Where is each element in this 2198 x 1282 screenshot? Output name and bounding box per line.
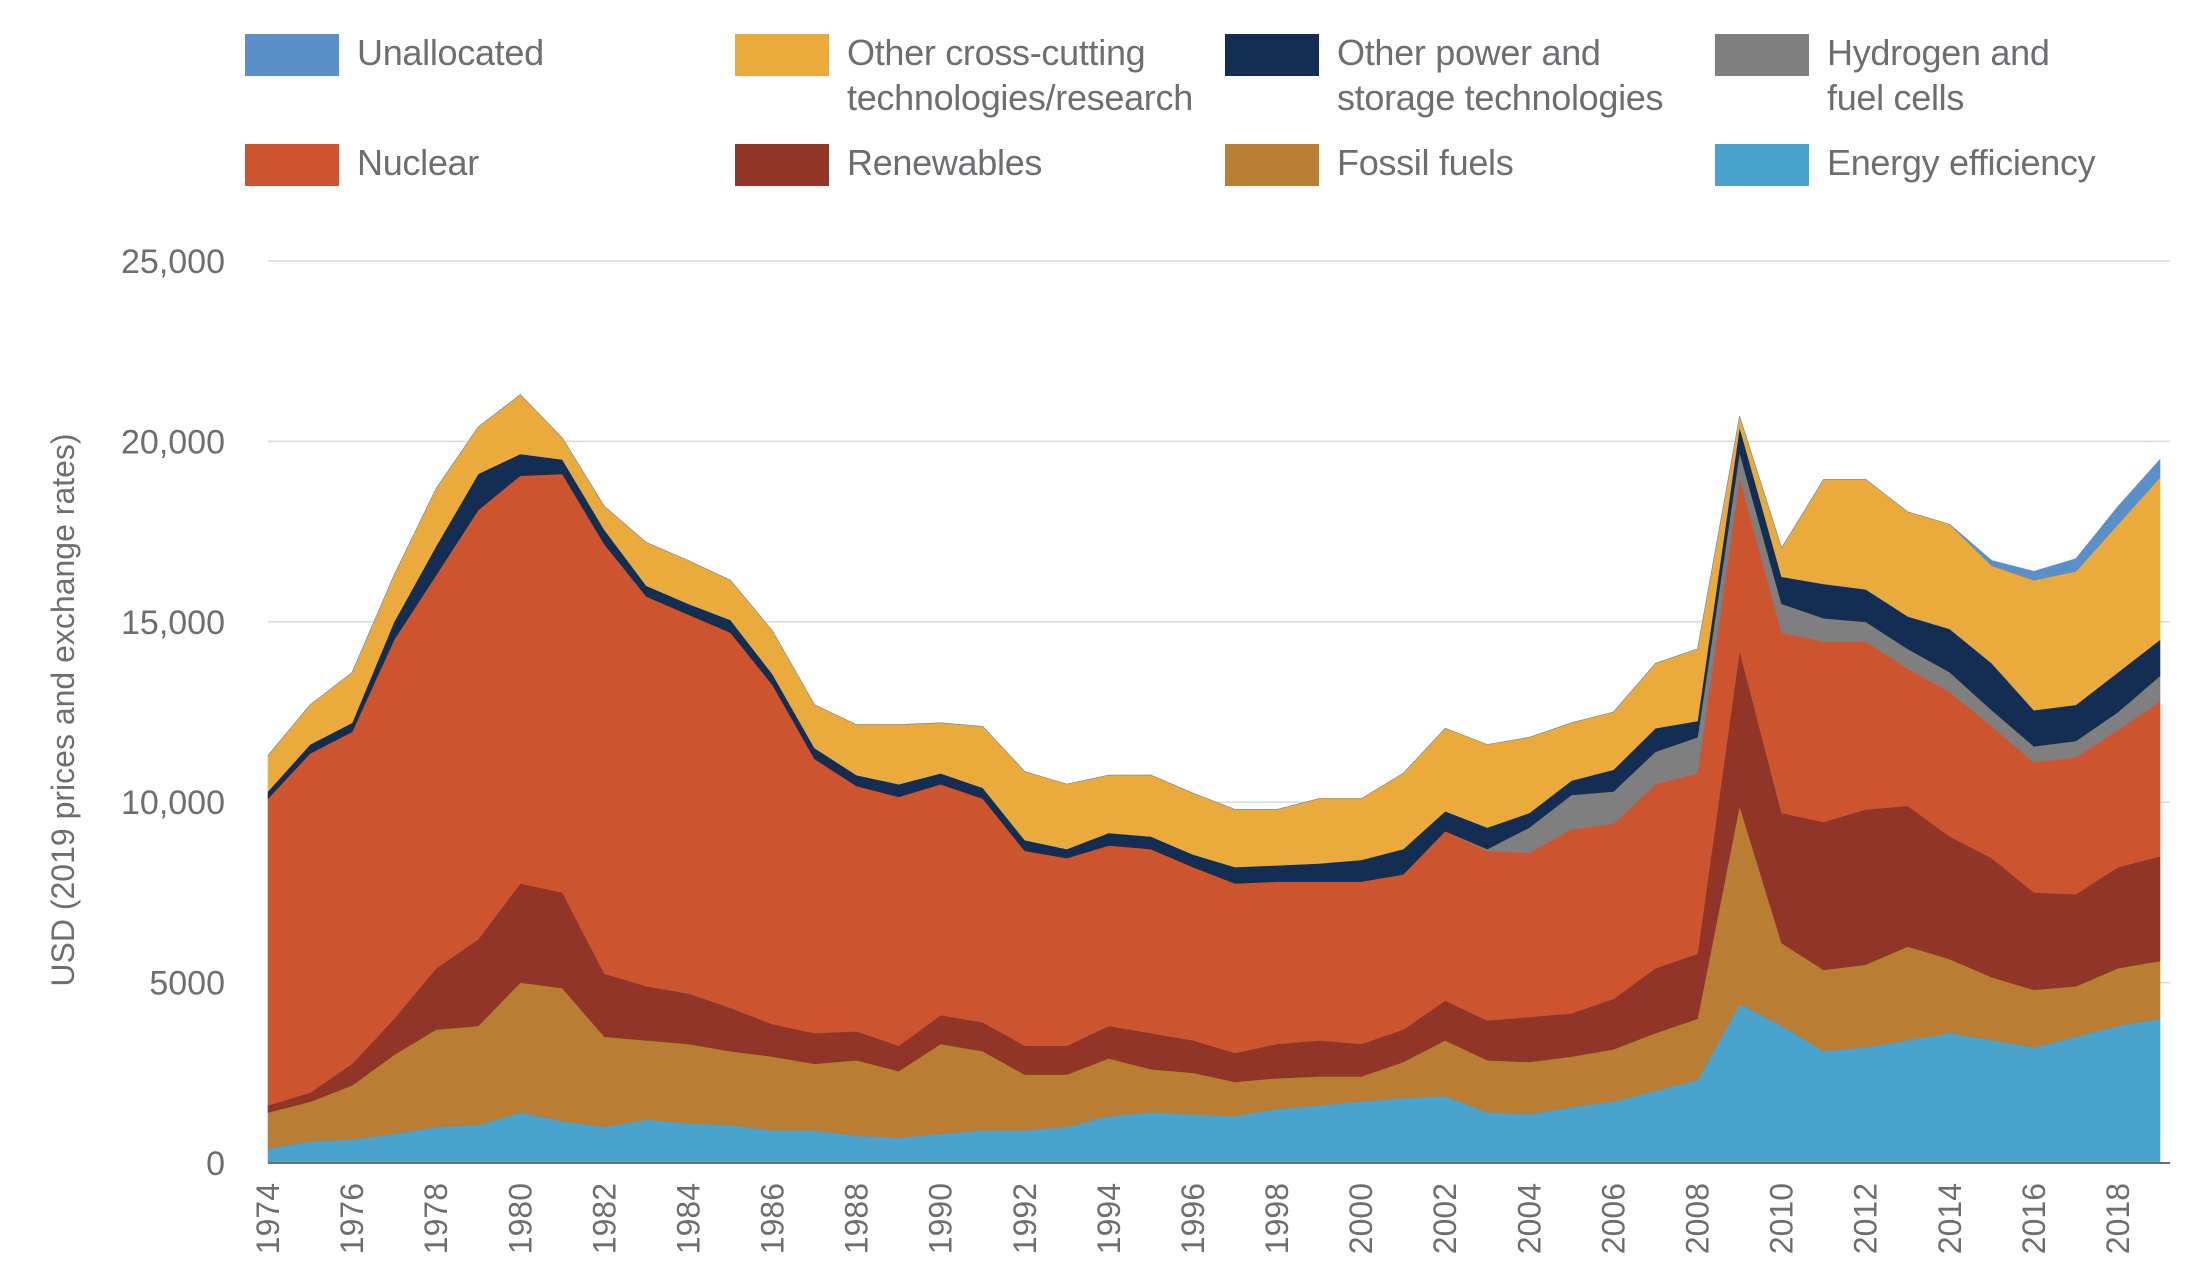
- legend-swatch: [1715, 144, 1809, 186]
- x-tick-label: 2010: [1764, 1183, 1800, 1254]
- area-series-group: [267, 394, 2161, 1164]
- x-tick-label: 2000: [1343, 1183, 1379, 1254]
- x-tick-label: 1980: [502, 1183, 538, 1254]
- legend-item-unallocated: Unallocated: [245, 30, 544, 76]
- legend-item-renewables: Renewables: [735, 140, 1042, 186]
- x-tick-label: 1976: [334, 1183, 370, 1254]
- legend-label: Unallocated: [357, 32, 544, 73]
- area-unallocated: [267, 394, 2161, 810]
- legend-label: Other cross-cutting technologies/research: [847, 32, 1193, 118]
- legend-label: Nuclear: [357, 142, 479, 183]
- x-tick-label: 2008: [1680, 1183, 1716, 1254]
- x-tick-label: 1992: [1007, 1183, 1043, 1254]
- legend-swatch: [245, 34, 339, 76]
- chart-legend: Unallocated Other cross-cutting technologi…: [245, 30, 2145, 200]
- y-tick-label: 10,000: [121, 784, 225, 822]
- x-tick-label: 2004: [1511, 1183, 1547, 1254]
- legend-label: Hydrogen and fuel cells: [1827, 32, 2050, 118]
- legend-item-other-cross-cutting-technologies-research: Other cross-cutting technologies/research: [735, 30, 1193, 120]
- legend-swatch: [1225, 144, 1319, 186]
- legend-swatch: [245, 144, 339, 186]
- legend-swatch: [735, 34, 829, 76]
- x-tick-label: 1990: [923, 1183, 959, 1254]
- x-tick-label: 2014: [1932, 1183, 1968, 1254]
- legend-item-nuclear: Nuclear: [245, 140, 479, 186]
- x-tick-label: 2012: [1848, 1183, 1884, 1254]
- x-tick-label: 2006: [1595, 1183, 1631, 1254]
- x-tick-label: 1978: [418, 1183, 454, 1254]
- legend-item-energy-efficiency: Energy efficiency: [1715, 140, 2096, 186]
- legend-item-other-power-and-storage-technologies: Other power and storage technologies: [1225, 30, 1664, 120]
- axes: 0 5000 10,000 15,000 20,000 25,000 1974 1976 197…: [121, 243, 2170, 1254]
- x-tick-label: 1994: [1091, 1183, 1127, 1254]
- legend-label: Energy efficiency: [1827, 142, 2096, 183]
- x-tick-label: 1974: [250, 1183, 286, 1254]
- legend-swatch: [735, 144, 829, 186]
- y-tick-label: 5000: [149, 965, 225, 1003]
- legend-swatch: [1715, 34, 1809, 76]
- y-tick-label: 20,000: [121, 423, 225, 461]
- legend-label: Renewables: [847, 142, 1043, 183]
- x-tick-label: 1982: [586, 1183, 622, 1254]
- x-tick-label: 2018: [2100, 1183, 2136, 1254]
- x-tick-label: 1986: [755, 1183, 791, 1254]
- x-tick-label: 1988: [839, 1183, 875, 1254]
- y-tick-label: 0: [206, 1145, 225, 1183]
- legend-label: Other power and storage technologies: [1337, 32, 1664, 118]
- y-tick-label: 15,000: [121, 604, 225, 642]
- legend-item-hydrogen-and-fuel-cells: Hydrogen and fuel cells: [1715, 30, 2050, 120]
- x-tick-label: 1996: [1175, 1183, 1211, 1254]
- x-tick-label: 2016: [2016, 1183, 2052, 1254]
- legend-label: Fossil fuels: [1337, 142, 1514, 183]
- y-tick-label: 25,000: [121, 243, 225, 281]
- y-axis-label: USD (2019 prices and exchange rates): [45, 433, 81, 986]
- legend-swatch: [1225, 34, 1319, 76]
- x-tick-label: 1984: [670, 1183, 706, 1254]
- x-tick-label: 2002: [1427, 1183, 1463, 1254]
- x-tick-label: 1998: [1259, 1183, 1295, 1254]
- legend-item-fossil-fuels: Fossil fuels: [1225, 140, 1514, 186]
